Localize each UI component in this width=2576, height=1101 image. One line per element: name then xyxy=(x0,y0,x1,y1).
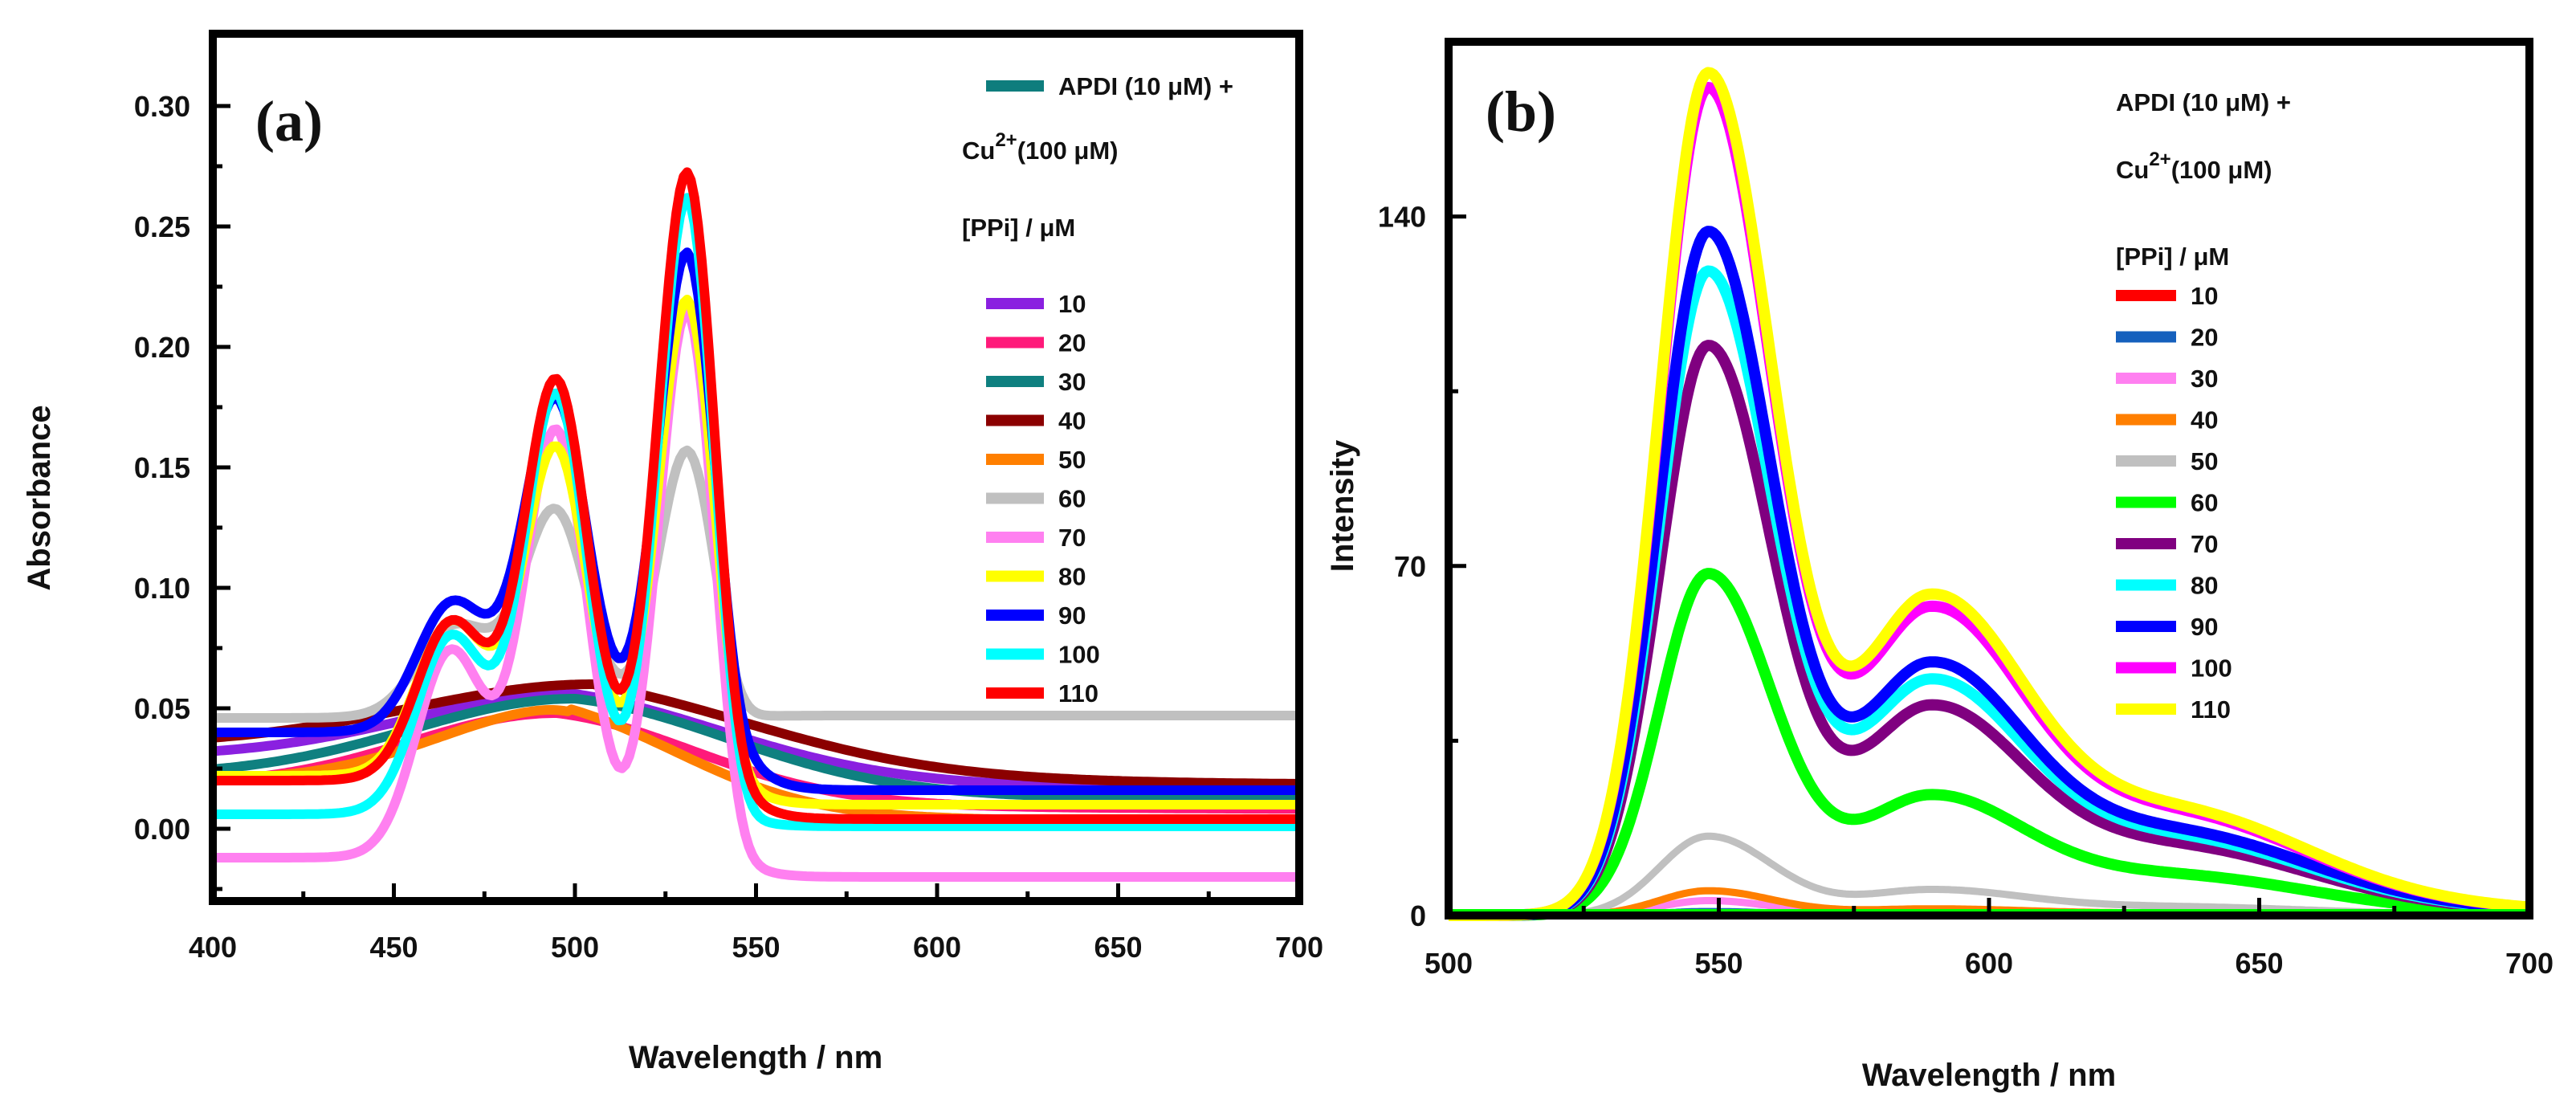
chart-a-x-tick-label: 700 xyxy=(1275,931,1323,964)
chart-b-y-tick-label: 140 xyxy=(1378,201,1426,234)
chart-a-legend-label-20: 20 xyxy=(1058,329,1086,357)
chart-a-legend-label-50: 50 xyxy=(1058,446,1086,474)
chart-b-legend-label-40: 40 xyxy=(2191,406,2218,434)
chart-b-legend-label-30: 30 xyxy=(2191,365,2218,393)
chart-b-x-tick-label: 650 xyxy=(2235,947,2283,980)
chart-a-series-100-line xyxy=(211,193,1301,831)
chart-b-x-tick-label: 550 xyxy=(1694,947,1742,980)
chart-a-legend-cu-conc: (100 μM) xyxy=(1017,137,1119,165)
chart-b-y-label: Intensity xyxy=(1325,439,1360,572)
chart-a-legend-label-40: 40 xyxy=(1058,407,1086,435)
chart-b: 500 550 600 650 700 0 70 140 (b) Wavelength / n… xyxy=(1325,38,2554,1093)
chart-b-legend-label-110: 110 xyxy=(2191,695,2231,724)
chart-a-x-tick-label: 600 xyxy=(913,931,961,964)
chart-a-series-90-line xyxy=(211,247,1301,795)
chart-b-legend-label-10: 10 xyxy=(2191,282,2218,310)
chart-b-legend-label-50: 50 xyxy=(2191,447,2218,475)
chart-a-legend-label-80: 80 xyxy=(1058,563,1086,591)
chart-b-legend-items: 10 20 30 40 50 60 70 80 90 100 110 xyxy=(2116,282,2232,724)
chart-a-y-tick-label: 0.20 xyxy=(134,331,190,364)
chart-a-legend-items: 10 20 30 40 50 60 70 80 90 100 110 xyxy=(986,290,1100,707)
chart-b-x-tick-label: 600 xyxy=(1965,947,2013,980)
chart-a-legend-cu: Cu xyxy=(962,137,995,165)
chart-a-legend-label-10: 10 xyxy=(1058,290,1086,318)
chart-a-x-tick-label: 500 xyxy=(551,931,599,964)
chart-b-ticks: 500 550 600 650 700 0 70 140 xyxy=(1378,201,2554,980)
chart-a-y-tick-label: 0.15 xyxy=(134,451,190,484)
chart-a: 400 450 500 550 600 650 700 0.00 0.05 0.10 0.15 0.2… xyxy=(22,30,1323,1075)
chart-b-y-tick-label: 70 xyxy=(1394,550,1426,583)
chart-b-x-tick-label: 500 xyxy=(1425,947,1473,980)
chart-b-legend-ppi-title: [PPi] / μM xyxy=(2116,243,2229,271)
chart-a-x-tick-label: 550 xyxy=(732,931,780,964)
chart-a-y-label: Absorbance xyxy=(22,405,57,590)
chart-b-legend-label-60: 60 xyxy=(2191,489,2218,517)
chart-b-panel-label: (b) xyxy=(1486,80,1556,144)
chart-a-series-40-line xyxy=(211,679,1301,789)
chart-a-legend-title-line2: Cu2+(100 μM) xyxy=(962,129,1118,165)
chart-b-legend-title-line1: APDI (10 μM) + xyxy=(2116,88,2291,116)
chart-b-legend-cu: Cu xyxy=(2116,156,2149,184)
chart-a-x-tick-label: 650 xyxy=(1094,931,1142,964)
chart-a-x-tick-label: 450 xyxy=(369,931,418,964)
chart-a-ticks: 400 450 500 550 600 650 700 0.00 0.05 0.10 0.15 0.2… xyxy=(134,90,1323,964)
chart-a-legend-label-30: 30 xyxy=(1058,368,1086,396)
chart-b-curves xyxy=(1445,67,2533,921)
chart-b-legend-label-20: 20 xyxy=(2191,324,2218,352)
chart-b-series-60-line xyxy=(1445,568,2533,921)
chart-a-series-110-line xyxy=(211,167,1301,824)
chart-a-x-tick-label: 400 xyxy=(189,931,237,964)
chart-b-legend-cu-charge: 2+ xyxy=(2149,149,2170,170)
chart-a-series-60-line xyxy=(211,445,1301,723)
chart-b-x-tick-label: 700 xyxy=(2505,947,2554,980)
chart-b-legend: APDI (10 μM) + Cu2+(100 μM) [PPi] / μM 1… xyxy=(2116,88,2291,724)
chart-b-legend-title-line2: Cu2+(100 μM) xyxy=(2116,149,2272,184)
chart-a-y-tick-label: 0.10 xyxy=(134,572,190,605)
chart-b-legend-label-70: 70 xyxy=(2191,530,2218,558)
chart-a-y-tick-label: 0.00 xyxy=(134,813,190,846)
chart-a-y-tick-label: 0.05 xyxy=(134,692,190,725)
chart-a-series-70-line xyxy=(211,306,1301,882)
chart-a-legend-label-70: 70 xyxy=(1058,524,1086,552)
chart-a-legend-title-line1: APDI (10 μM) + xyxy=(1058,72,1233,100)
chart-a-legend-label-60: 60 xyxy=(1058,485,1086,513)
chart-a-legend: APDI (10 μM) + Cu2+(100 μM) [PPi] / μM 1… xyxy=(962,72,1233,707)
chart-a-x-label: Wavelength / nm xyxy=(629,1040,882,1075)
chart-b-series-110-line xyxy=(1445,67,2533,921)
chart-a-y-tick-label: 0.30 xyxy=(134,90,190,123)
chart-a-legend-label-110: 110 xyxy=(1058,679,1098,707)
chart-a-legend-label-100: 100 xyxy=(1058,641,1100,669)
chart-b-legend-label-80: 80 xyxy=(2191,572,2218,600)
chart-b-y-tick-label: 0 xyxy=(1410,899,1426,932)
chart-a-legend-ppi-title: [PPi] / μM xyxy=(962,214,1075,242)
chart-b-legend-label-100: 100 xyxy=(2191,654,2232,683)
chart-b-legend-label-90: 90 xyxy=(2191,613,2218,641)
chart-a-legend-cu-charge: 2+ xyxy=(995,129,1017,151)
chart-a-legend-label-90: 90 xyxy=(1058,601,1086,630)
chart-b-legend-cu-conc: (100 μM) xyxy=(2171,156,2272,184)
chart-a-y-tick-label: 0.25 xyxy=(134,210,190,243)
chart-a-curves xyxy=(211,167,1301,882)
chart-a-panel-label: (a) xyxy=(255,89,323,153)
chart-b-x-label: Wavelength / nm xyxy=(1862,1058,2116,1093)
